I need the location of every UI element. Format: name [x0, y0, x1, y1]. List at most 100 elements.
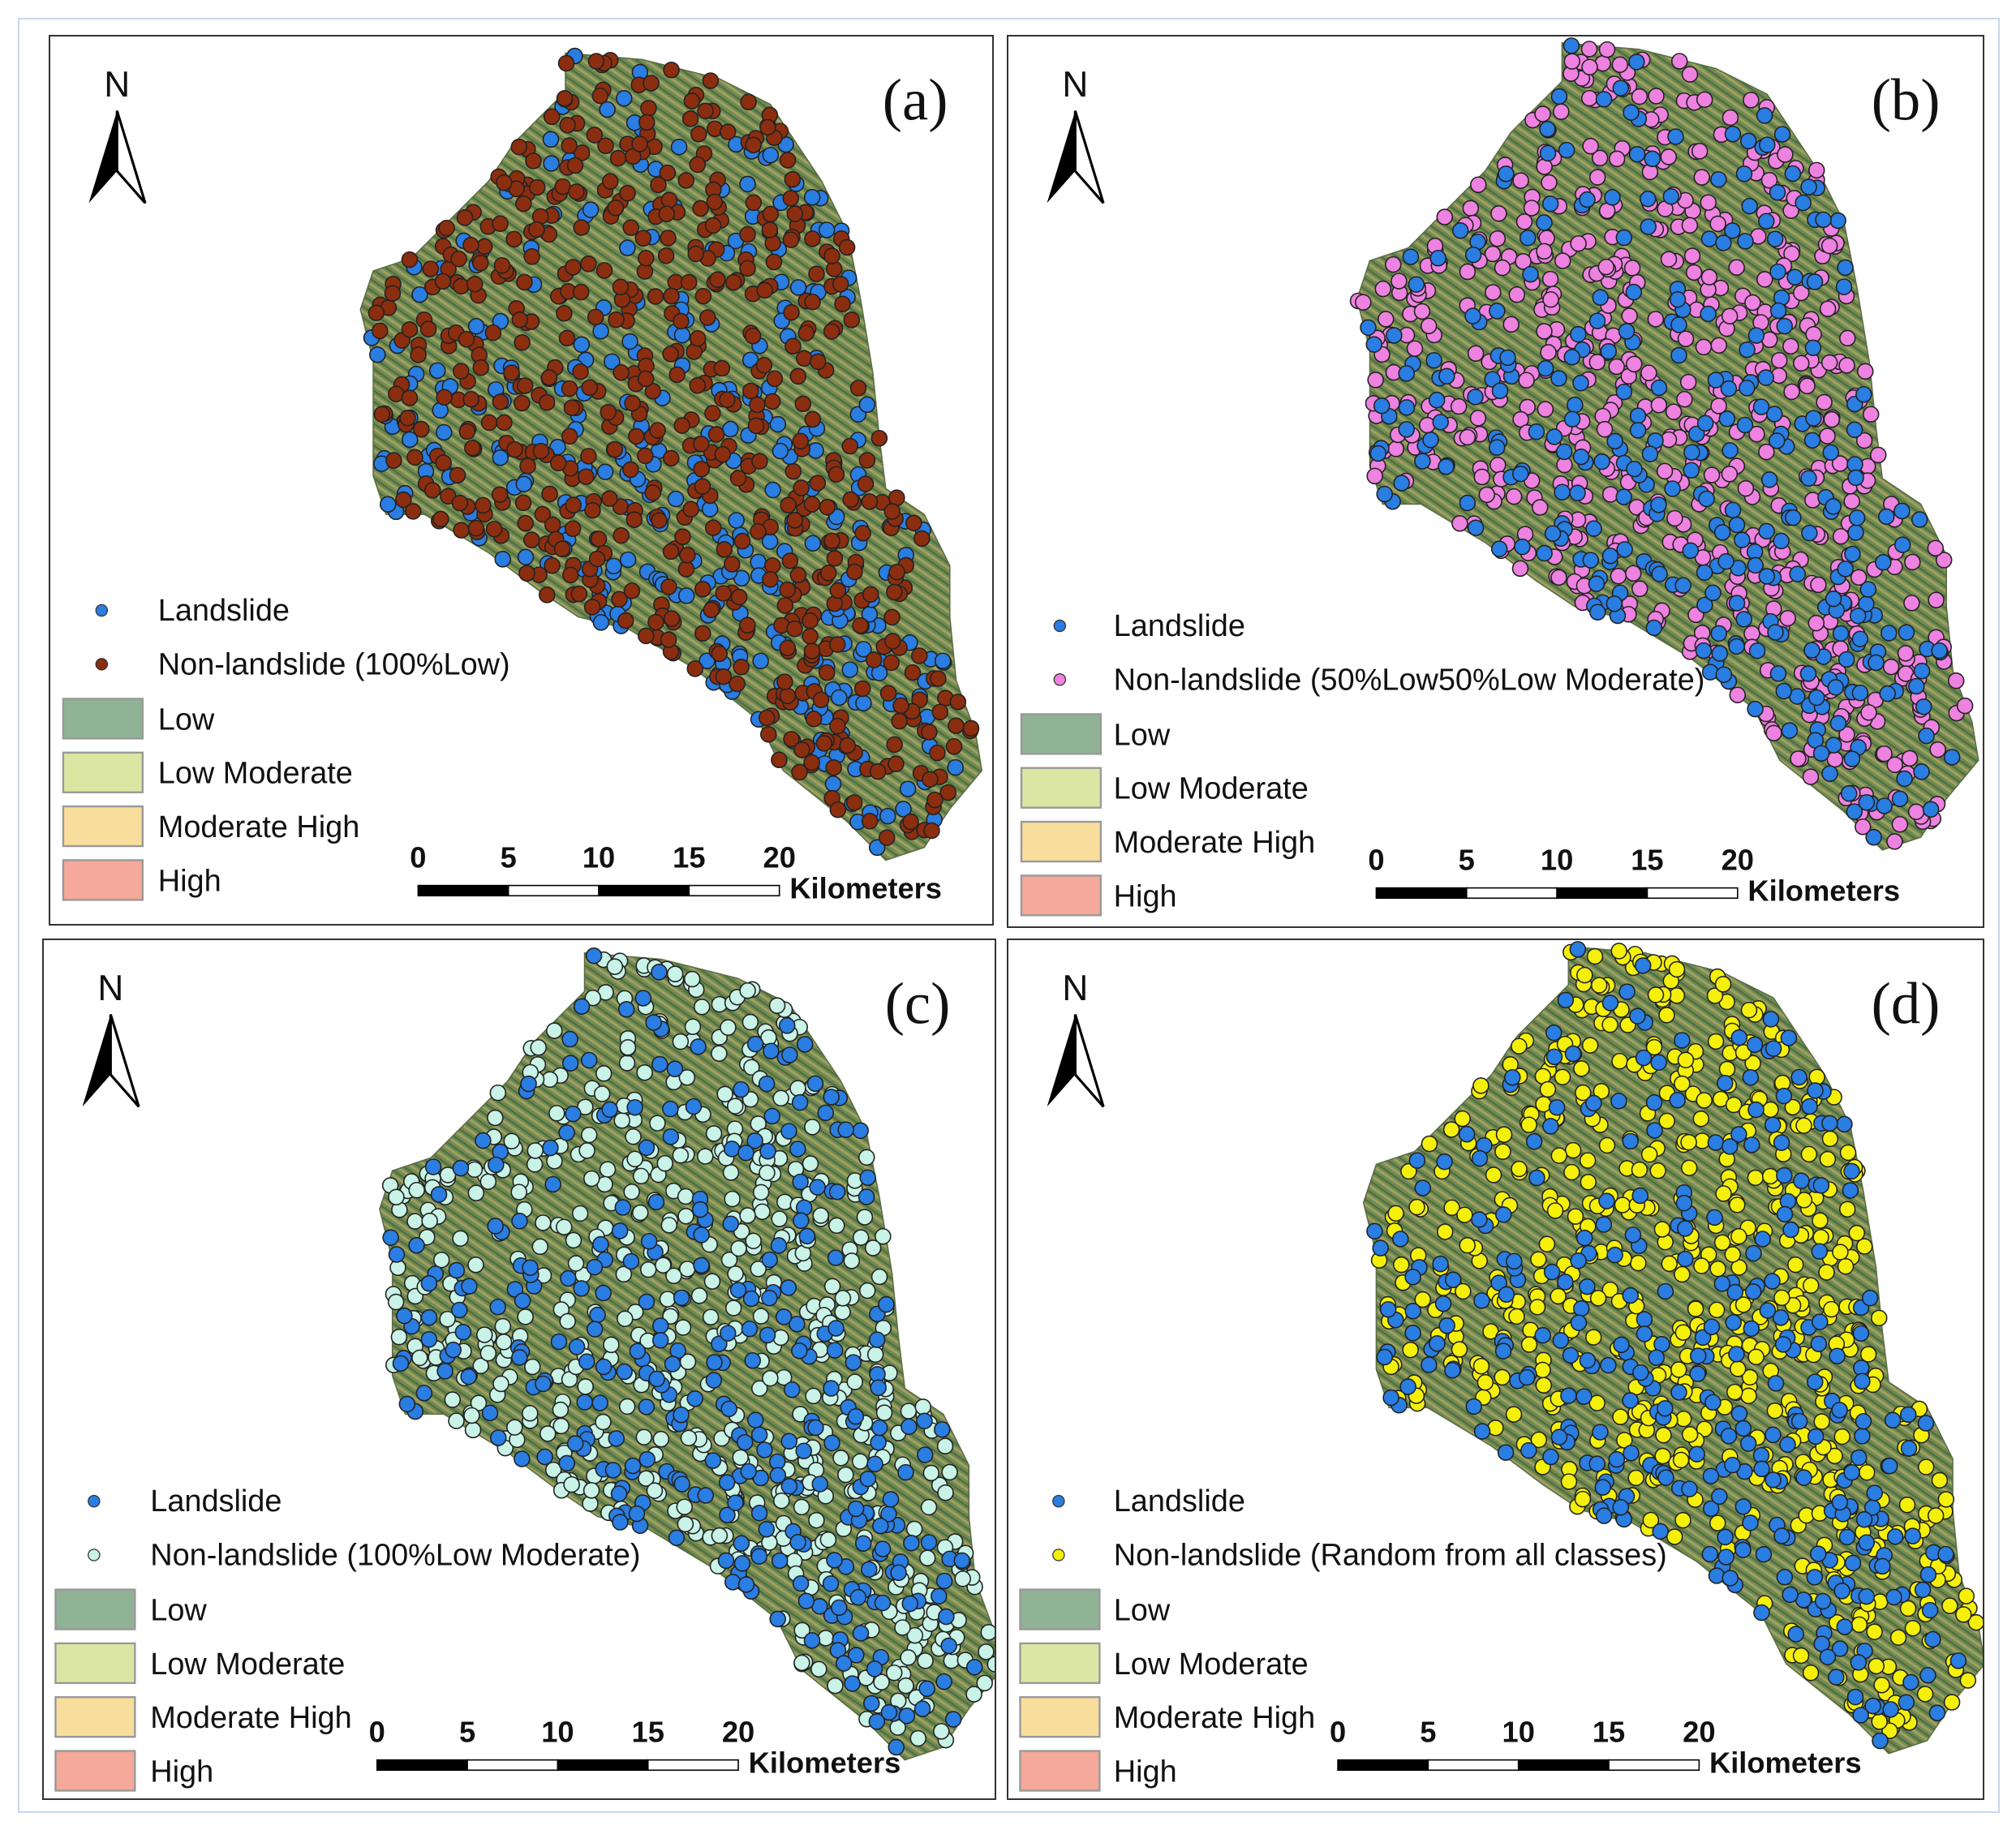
landslide-point — [1698, 490, 1715, 508]
landslide-point — [1884, 1411, 1902, 1429]
non-landslide-point — [747, 417, 765, 435]
landslide-point — [415, 1385, 433, 1402]
non-landslide-point — [584, 989, 602, 1007]
non-landslide-point — [1658, 1007, 1675, 1024]
legend-swatch-low — [1019, 1588, 1101, 1630]
non-landslide-point — [676, 1498, 693, 1515]
landslide-point — [436, 1363, 453, 1380]
landslide-point — [1902, 1673, 1919, 1691]
landslide-point — [638, 1450, 656, 1468]
scale-tick-label: 10 — [582, 841, 615, 874]
non-landslide-point — [802, 612, 819, 629]
landslide-point — [1812, 745, 1830, 762]
non-landslide-point — [1626, 355, 1643, 373]
non-landslide-point — [945, 737, 963, 755]
landslide-point — [916, 1412, 933, 1430]
landslide-point — [515, 475, 533, 493]
non-landslide-point — [1387, 440, 1405, 458]
landslide-point — [420, 1274, 438, 1292]
landslide-point — [1769, 263, 1786, 281]
non-landslide-point — [804, 1119, 821, 1136]
landslide-point — [651, 1055, 668, 1073]
non-landslide-point — [663, 61, 680, 79]
landslide-point — [1618, 983, 1636, 1000]
non-landslide-point — [713, 359, 731, 377]
non-landslide-point — [538, 393, 556, 411]
landslide-point — [573, 336, 591, 354]
non-landslide-point — [1859, 1346, 1877, 1363]
non-landslide-point — [1823, 410, 1841, 428]
legend-class-label: Low — [1114, 1593, 1171, 1627]
non-landslide-point — [1904, 553, 1921, 571]
landslide-point — [667, 490, 685, 508]
non-landslide-point — [1508, 286, 1526, 303]
landslide-point — [1776, 317, 1794, 335]
landslide-point — [1537, 359, 1554, 377]
landslide-point — [895, 801, 912, 818]
landslide-point — [818, 221, 836, 238]
non-landslide-point — [704, 405, 721, 422]
landslide-point — [1799, 665, 1817, 682]
non-landslide-point — [606, 440, 624, 458]
landslide-point — [1572, 374, 1589, 392]
landslide-point — [542, 1139, 559, 1157]
landslide-point — [1879, 685, 1896, 702]
non-landslide-point — [1495, 1126, 1513, 1143]
landslide-point — [719, 1325, 737, 1342]
non-landslide-point — [578, 1142, 595, 1159]
non-landslide-point — [1959, 1672, 1977, 1689]
non-landslide-point — [1862, 406, 1880, 423]
non-landslide-point — [804, 230, 821, 247]
landslide-point — [1726, 1283, 1744, 1301]
landslide-point — [1398, 421, 1415, 438]
non-landslide-point — [388, 1188, 405, 1206]
legend-class-label: Low — [150, 1593, 207, 1627]
non-landslide-point — [1442, 1121, 1460, 1138]
landslide-point — [1874, 1557, 1891, 1575]
landslide-point — [837, 1121, 854, 1138]
non-landslide-point — [1658, 1112, 1675, 1130]
non-landslide-point — [1656, 462, 1674, 480]
non-landslide-point — [837, 1466, 854, 1484]
non-landslide-point — [1672, 1451, 1690, 1469]
non-landslide-point — [1843, 492, 1860, 510]
non-landslide-point — [1868, 1657, 1885, 1675]
non-landslide-point — [812, 1207, 830, 1224]
non-landslide-point — [1601, 1281, 1619, 1299]
landslide-point — [874, 1594, 892, 1612]
landslide-point — [1843, 750, 1861, 767]
non-landslide-point — [720, 1251, 738, 1269]
non-landslide-point — [1820, 237, 1838, 255]
landslide-point — [673, 1406, 690, 1424]
non-landslide-point — [1534, 1361, 1551, 1379]
north-arrow-icon — [1047, 110, 1105, 204]
non-landslide-point — [1666, 509, 1683, 527]
non-landslide-point — [875, 1404, 893, 1421]
non-landslide-point — [613, 1112, 630, 1129]
non-landslide-point — [683, 92, 701, 110]
landslide-point — [1753, 1460, 1770, 1478]
landslide-point — [1893, 502, 1911, 520]
non-landslide-point — [858, 452, 876, 469]
non-landslide-point — [1454, 1110, 1471, 1128]
non-landslide-point — [674, 1319, 692, 1336]
non-landslide-point — [694, 625, 711, 642]
landslide-point — [826, 1552, 843, 1569]
non-landslide-point — [467, 519, 485, 537]
non-landslide-point — [519, 458, 536, 475]
non-landslide-point — [689, 156, 707, 174]
non-landslide-point — [793, 741, 810, 758]
landslide-point — [1786, 268, 1803, 286]
non-landslide-point — [697, 1148, 714, 1165]
landslide-point — [868, 1713, 886, 1730]
non-landslide-point — [570, 585, 588, 603]
non-landslide-point — [1813, 1413, 1830, 1430]
non-landslide-point — [494, 1317, 512, 1335]
non-landslide-point — [578, 468, 595, 485]
landslide-point — [558, 1454, 576, 1472]
landslide-point — [481, 1404, 499, 1422]
non-landslide-point — [1674, 1075, 1691, 1093]
non-landslide-point — [714, 445, 732, 463]
non-landslide-point — [1854, 818, 1872, 836]
landslide-point — [624, 1457, 642, 1475]
